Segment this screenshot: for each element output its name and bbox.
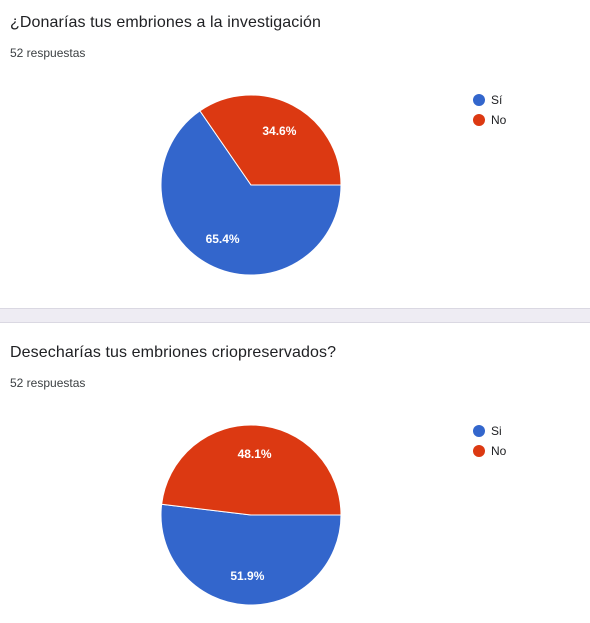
question-card-1: ¿Donarías tus embriones a la investigaci… xyxy=(0,0,590,308)
pie-slice-label: 48.1% xyxy=(238,447,272,461)
pie-chart: 51.9% 48.1% xyxy=(160,424,342,606)
legend-item-no[interactable]: No xyxy=(473,110,506,130)
legend-item-si[interactable]: Sí xyxy=(473,90,506,110)
pie-slice-label: 65.4% xyxy=(206,232,240,246)
response-count: 52 respuestas xyxy=(10,376,86,390)
legend-swatch xyxy=(473,445,485,457)
question-card-2: Desecharías tus embriones criopreservado… xyxy=(0,323,590,623)
legend-label: Sí xyxy=(491,93,503,107)
pie-slice-label: 34.6% xyxy=(262,124,296,138)
question-title: ¿Donarías tus embriones a la investigaci… xyxy=(10,14,322,31)
pie-slice-no[interactable] xyxy=(199,94,342,186)
legend-item-si[interactable]: Si xyxy=(473,421,506,441)
legend-swatch xyxy=(473,114,485,126)
question-title: Desecharías tus embriones criopreservado… xyxy=(10,344,337,361)
chart-legend: Si No xyxy=(473,421,506,461)
chart-legend: Sí No xyxy=(473,90,506,130)
pie-chart: 65.4% 34.6% xyxy=(160,94,342,276)
legend-label: Si xyxy=(491,424,502,438)
card-separator xyxy=(0,308,590,323)
legend-swatch xyxy=(473,425,485,437)
pie-slice-no[interactable] xyxy=(161,424,342,516)
pie-slice-si[interactable] xyxy=(160,503,342,606)
legend-label: No xyxy=(491,444,507,458)
legend-label: No xyxy=(491,113,507,127)
legend-item-no[interactable]: No xyxy=(473,441,506,461)
pie-slice-label: 51.9% xyxy=(230,569,264,583)
response-count: 52 respuestas xyxy=(10,46,86,60)
pie-slice-s-[interactable] xyxy=(160,110,342,276)
legend-swatch xyxy=(473,94,485,106)
